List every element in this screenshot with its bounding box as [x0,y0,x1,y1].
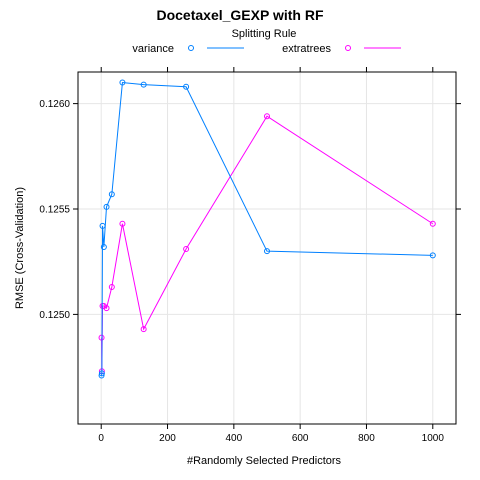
data-point-variance-9 [264,248,270,255]
y-tick-label-0: 0.1250 [39,310,70,321]
x-tick-label-3: 600 [292,433,309,444]
legend: Splitting Rule variance extratrees [132,28,401,55]
legend-marker-variance [188,45,194,51]
axes: 0 200 400 600 800 1000 0.1250 0.1255 0.1260 [39,67,461,444]
x-tick-label-0: 0 [98,433,104,444]
x-tick-label-2: 400 [225,433,242,444]
y-axis-label: RMSE (Cross-Validation) [14,187,26,309]
series-line-extratrees [101,115,434,372]
data-point-extratrees-5 [108,283,115,290]
data-point-extratrees-9 [264,113,270,120]
x-tick-label-4: 800 [358,433,375,444]
data-point-variance-7 [140,81,147,88]
data-point-extratrees-7 [140,326,147,333]
legend-label-variance: variance [132,43,174,55]
series-group [98,79,436,379]
data-point-variance-5 [108,191,115,198]
plot-frame [77,71,457,425]
grid [78,72,456,424]
legend-marker-extratrees [345,45,351,51]
data-point-variance-10 [429,252,436,259]
y-tick-label-1: 0.1255 [39,205,70,216]
data-point-variance-4 [103,203,110,210]
data-point-variance-2 [99,222,106,229]
data-point-variance-3 [100,243,107,250]
data-point-variance-0 [98,372,105,379]
data-point-extratrees-10 [429,220,436,227]
legend-label-extratrees: extratrees [282,43,331,55]
data-point-variance-8 [183,83,190,90]
data-point-extratrees-4 [103,305,110,312]
x-axis-label: #Randomly Selected Predictors [187,455,342,467]
data-point-variance-1 [98,370,105,377]
data-point-extratrees-6 [119,220,126,227]
series-line-variance [101,81,433,376]
chart-title: Docetaxel_GEXP with RF [156,7,323,23]
x-tick-label-5: 1000 [422,433,445,444]
y-tick-label-2: 0.1260 [39,99,70,110]
x-tick-label-1: 200 [159,433,176,444]
data-point-extratrees-8 [183,246,190,253]
data-point-variance-6 [119,79,126,86]
legend-title: Splitting Rule [232,28,297,40]
